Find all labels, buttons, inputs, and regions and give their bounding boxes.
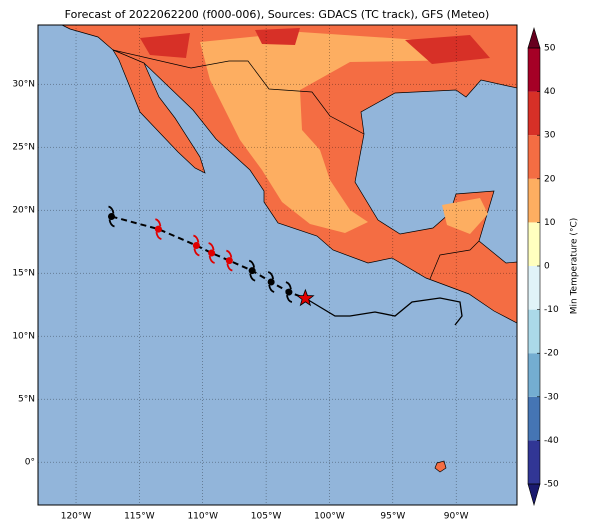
cyclone-symbol	[154, 218, 162, 240]
colorbar-band	[528, 135, 540, 179]
colorbar-tick-label: -50	[544, 480, 559, 490]
cyclone-eye	[267, 278, 275, 286]
lon-tick-label: 110°W	[187, 512, 218, 522]
land-shading	[140, 28, 490, 234]
lat-tick-label: 10°N	[12, 332, 35, 342]
cyclone-arm	[193, 248, 200, 257]
lat-tick-label: 0°	[25, 458, 35, 468]
colorbar-band	[528, 440, 540, 484]
cyclone-eye	[225, 257, 233, 265]
colorbar-tick-label: -10	[544, 305, 559, 315]
colorbar-band	[528, 91, 540, 136]
colorbar-tick-label: 0	[544, 262, 550, 272]
cyclone-arm	[226, 249, 233, 258]
cyclone-arm	[268, 284, 275, 293]
colorbar-band	[528, 266, 540, 310]
hot-patch	[140, 33, 190, 58]
galapagos	[434, 460, 447, 473]
cyclone-arm	[208, 255, 215, 264]
colorbar-band	[528, 222, 540, 266]
cyclone-arm	[208, 242, 215, 251]
baja-california	[112, 49, 206, 174]
cyclone-eye	[107, 212, 115, 220]
cyclone-symbol	[248, 259, 256, 282]
map-title: Forecast of 2022062200 (f000-006), Sourc…	[65, 8, 490, 21]
lat-tick-label: 20°N	[12, 206, 35, 216]
plateau	[200, 32, 470, 233]
current-position-star	[296, 288, 315, 307]
colorbar-tick-label: -40	[544, 436, 559, 446]
lon-tick-label: 105°W	[251, 512, 282, 522]
lat-tick-label: 30°N	[12, 80, 35, 90]
cyclone-symbol	[208, 242, 216, 264]
coastline-track	[304, 297, 463, 326]
cyclone-arm	[285, 281, 292, 290]
lat-tick-label: 25°N	[12, 143, 35, 153]
colorbar-over	[527, 26, 541, 49]
country-border	[112, 49, 480, 280]
cyclone-symbol	[285, 281, 293, 303]
cyclone-arm	[226, 263, 233, 272]
forecast-track	[111, 215, 306, 300]
lat-tick-label: 15°N	[12, 269, 35, 279]
cyclone-arm	[108, 219, 115, 228]
lon-tick-label: 100°W	[314, 512, 345, 522]
lon-tick-label: 95°W	[380, 512, 405, 522]
colorbar-tick-label: 40	[544, 87, 556, 97]
cyclone-eye	[248, 267, 256, 275]
cyclone-eye	[154, 225, 162, 233]
colorbar-band	[528, 353, 540, 397]
colorbar-under	[527, 483, 541, 507]
cyclone-symbol	[107, 205, 115, 228]
cyclone-arm	[155, 218, 162, 227]
colorbar-band	[528, 309, 540, 354]
cyclone-arm	[155, 231, 162, 240]
hot-patch	[405, 35, 490, 64]
cyclone-arm	[248, 259, 256, 268]
cyclone-arm	[108, 205, 115, 214]
lon-tick-label: 115°W	[124, 512, 155, 522]
lon-tick-label: 90°W	[444, 512, 469, 522]
yucatan-plateau	[442, 198, 488, 234]
cyclone-eye	[285, 288, 293, 296]
hot-patch	[255, 28, 300, 45]
cyclone-arm	[249, 273, 256, 282]
colorbar-tick-label: -20	[544, 349, 559, 359]
cyclone-symbol	[192, 234, 200, 257]
colorbar-band	[528, 178, 540, 223]
colorbar-tick-label: 10	[544, 218, 556, 228]
colorbar-band	[528, 48, 540, 92]
lat-tick-label: 5°N	[18, 395, 35, 405]
colorbar-tick-label: 30	[544, 131, 556, 141]
map-frame	[37, 24, 518, 506]
colorbar-tick-label: -30	[544, 392, 559, 402]
cyclone-symbol	[225, 249, 233, 272]
colorbar-band	[528, 396, 540, 441]
colorbar-tick-label: 20	[544, 174, 556, 184]
cyclone-arm	[193, 234, 200, 243]
colorbar-label: Min Temperature (°C)	[570, 218, 580, 315]
colorbar-tick-label: 50	[544, 44, 556, 54]
lon-tick-label: 120°W	[61, 512, 92, 522]
cyclone-symbol	[267, 271, 275, 293]
cyclone-eye	[208, 249, 216, 257]
cyclone-arm	[267, 271, 275, 280]
cyclone-eye	[192, 241, 200, 249]
cyclone-arm	[286, 294, 293, 303]
